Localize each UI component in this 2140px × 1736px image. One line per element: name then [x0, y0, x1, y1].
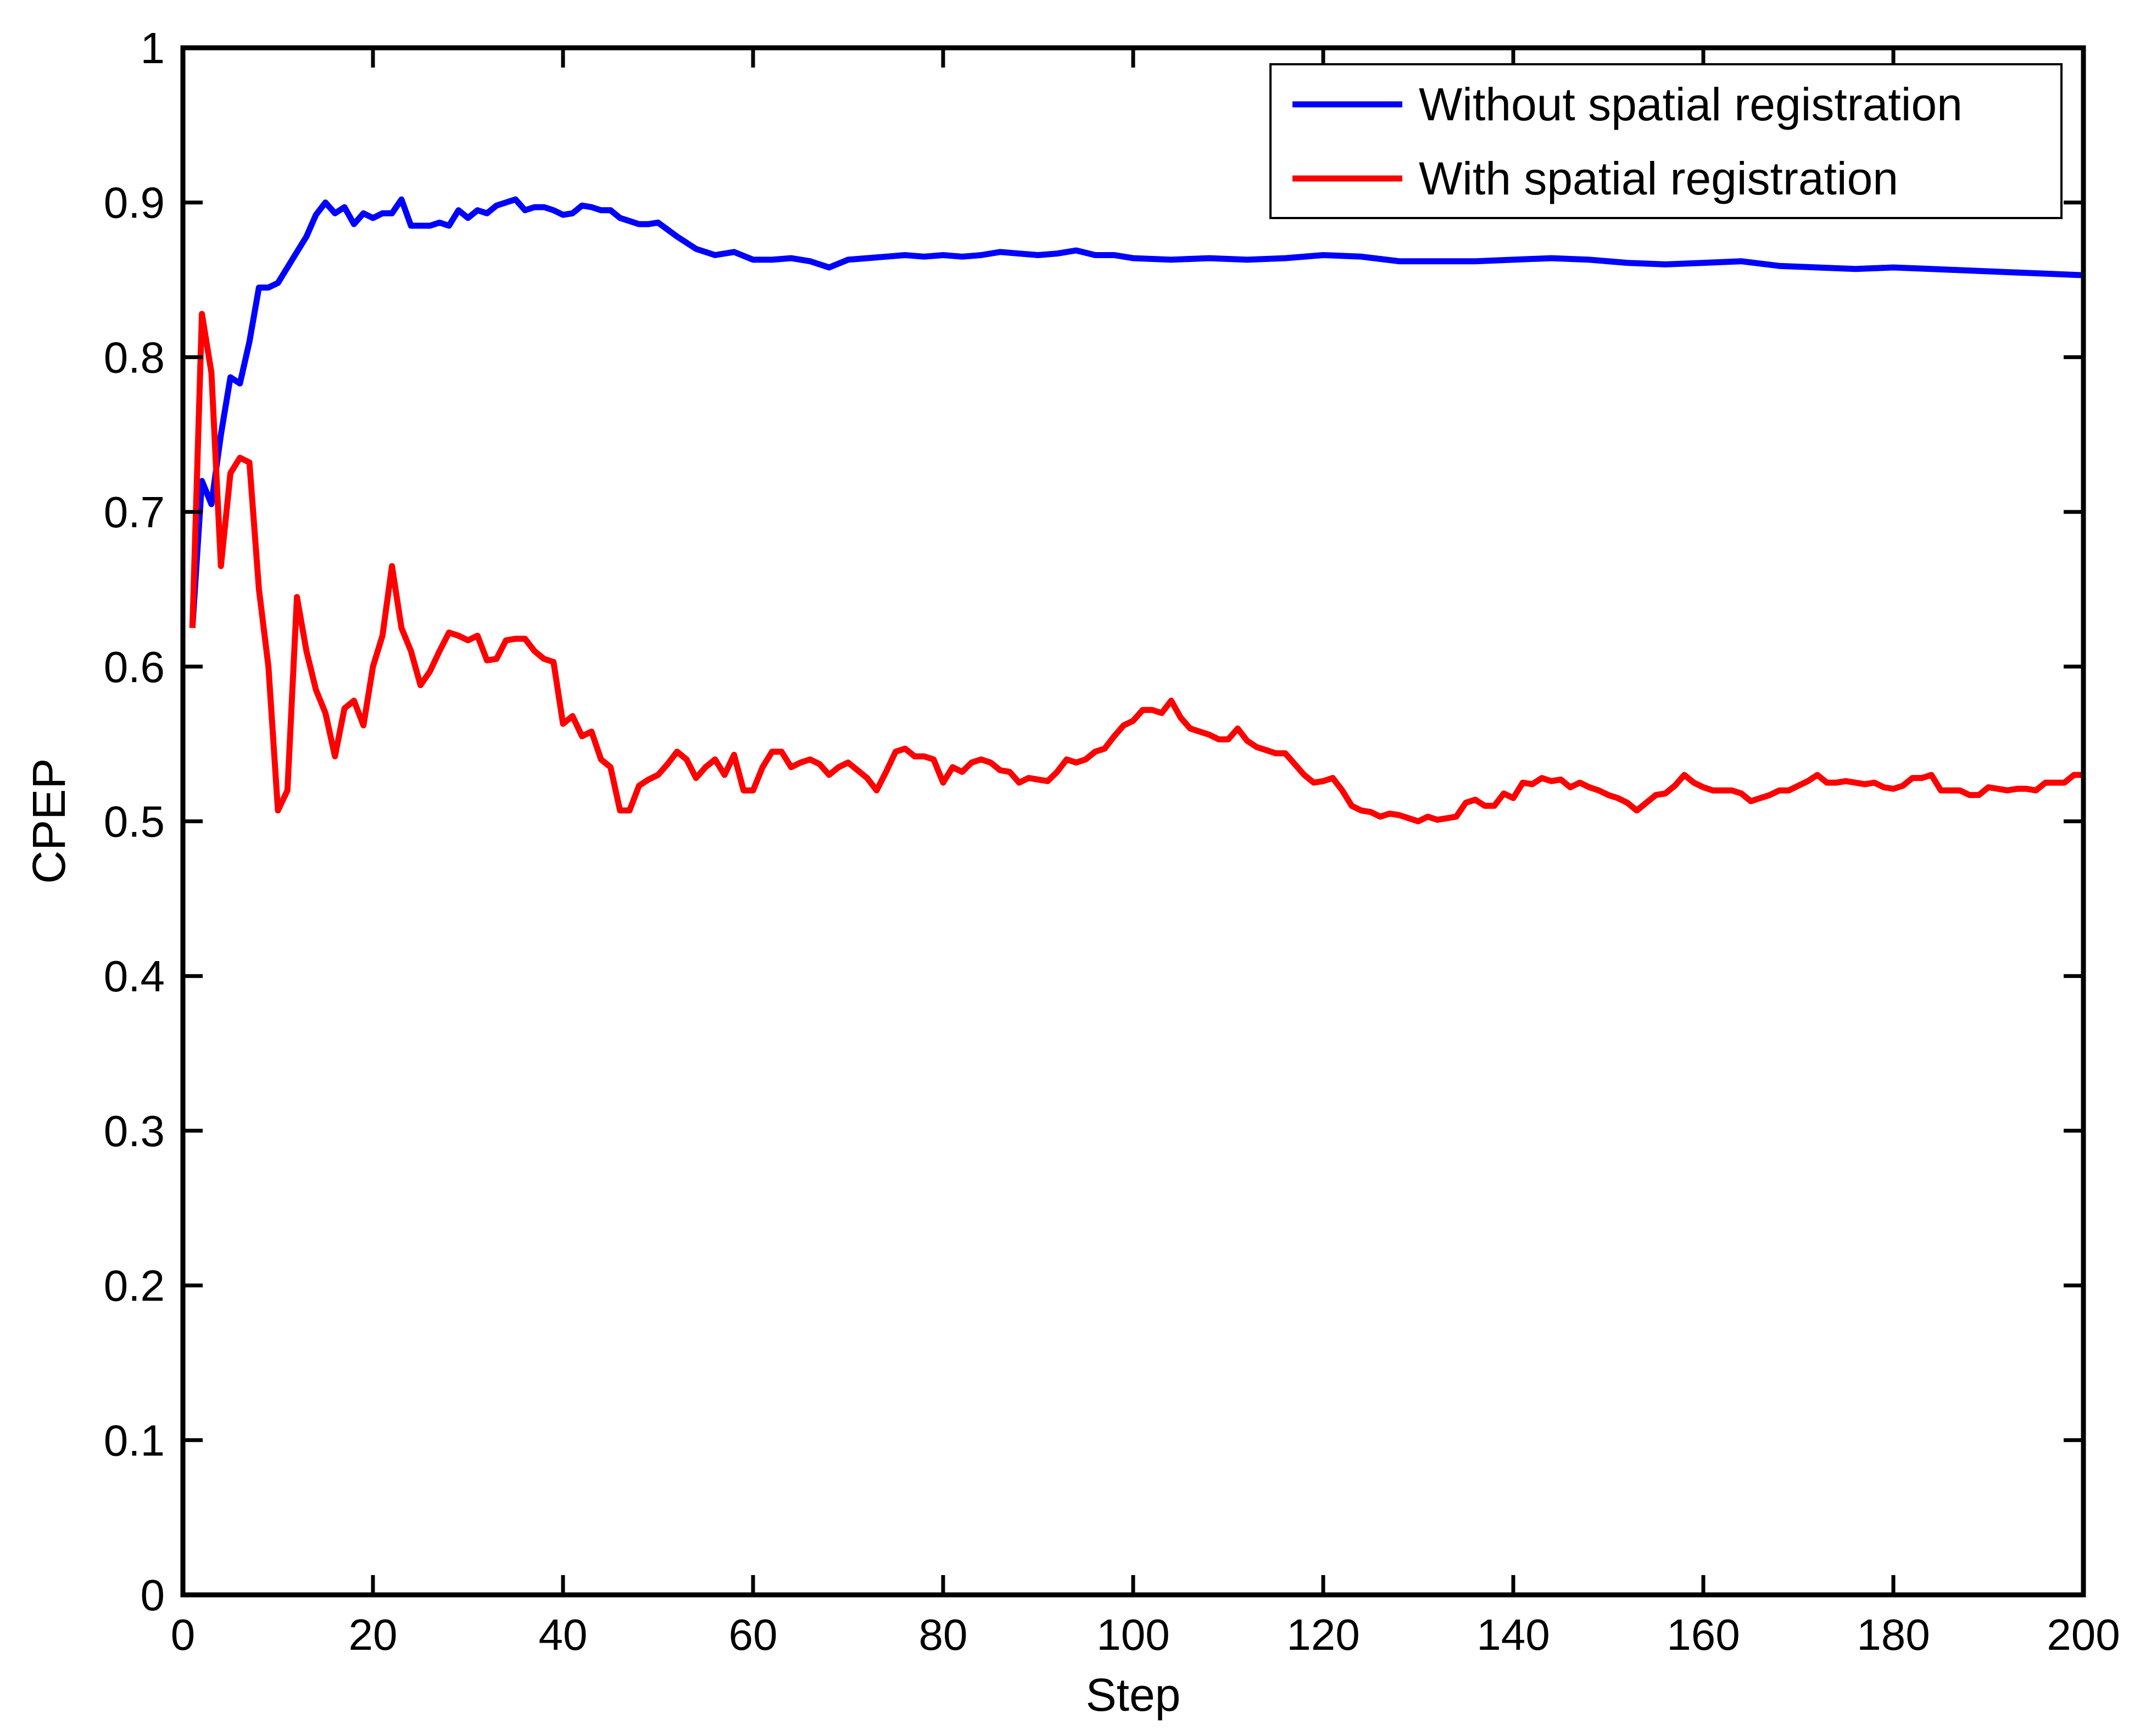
x-tick-label: 160 — [1667, 1610, 1740, 1659]
y-axis-label: CPEP — [23, 758, 75, 884]
y-tick-label: 0.3 — [104, 1107, 165, 1156]
y-tick-label: 0.6 — [104, 643, 165, 691]
series-layer — [189, 196, 2084, 824]
x-axis-label: Step — [1086, 1669, 1181, 1721]
y-tick-label: 0.5 — [104, 797, 165, 846]
legend-label-without-registration: Without spatial registration — [1419, 79, 1963, 130]
x-tick-labels: 0 20 40 60 80 100 120 140 160 180 200 — [171, 1610, 2120, 1659]
x-tick-label: 200 — [2047, 1610, 2120, 1659]
y-tick-label: 0.8 — [104, 333, 165, 382]
y-tick-label: 0.2 — [104, 1261, 165, 1310]
x-tick-label: 0 — [171, 1610, 196, 1659]
series-line-with-spatial-registration — [189, 311, 2083, 824]
y-tick-label: 0.4 — [104, 952, 165, 1001]
legend-label-with-registration: With spatial registration — [1419, 153, 1898, 204]
y-tick-label: 0.7 — [104, 488, 165, 537]
x-tick-label: 180 — [1857, 1610, 1930, 1659]
x-tick-label: 140 — [1476, 1610, 1550, 1659]
series-line-without-spatial-registration — [189, 196, 2084, 628]
y-tick-label: 0 — [141, 1571, 165, 1620]
legend: Without spatial registration With spatia… — [1269, 63, 2063, 219]
plot-frame — [180, 45, 2086, 1598]
x-tick-label: 80 — [919, 1610, 968, 1659]
y-tick-label: 0.9 — [104, 178, 165, 227]
x-tick-label: 40 — [539, 1610, 588, 1659]
legend-box — [1269, 63, 2063, 219]
x-tick-label: 120 — [1286, 1610, 1359, 1659]
y-tick-labels: 0 0.1 0.2 0.3 0.4 0.5 0.6 0.7 0.8 0.9 1 — [104, 24, 165, 1620]
plot-area — [183, 48, 2083, 1595]
x-tick-label: 20 — [349, 1610, 398, 1659]
x-tick-label: 60 — [729, 1610, 778, 1659]
x-tick-label: 100 — [1096, 1610, 1169, 1659]
y-tick-label: 0.1 — [104, 1416, 165, 1465]
y-tick-label: 1 — [141, 24, 165, 72]
